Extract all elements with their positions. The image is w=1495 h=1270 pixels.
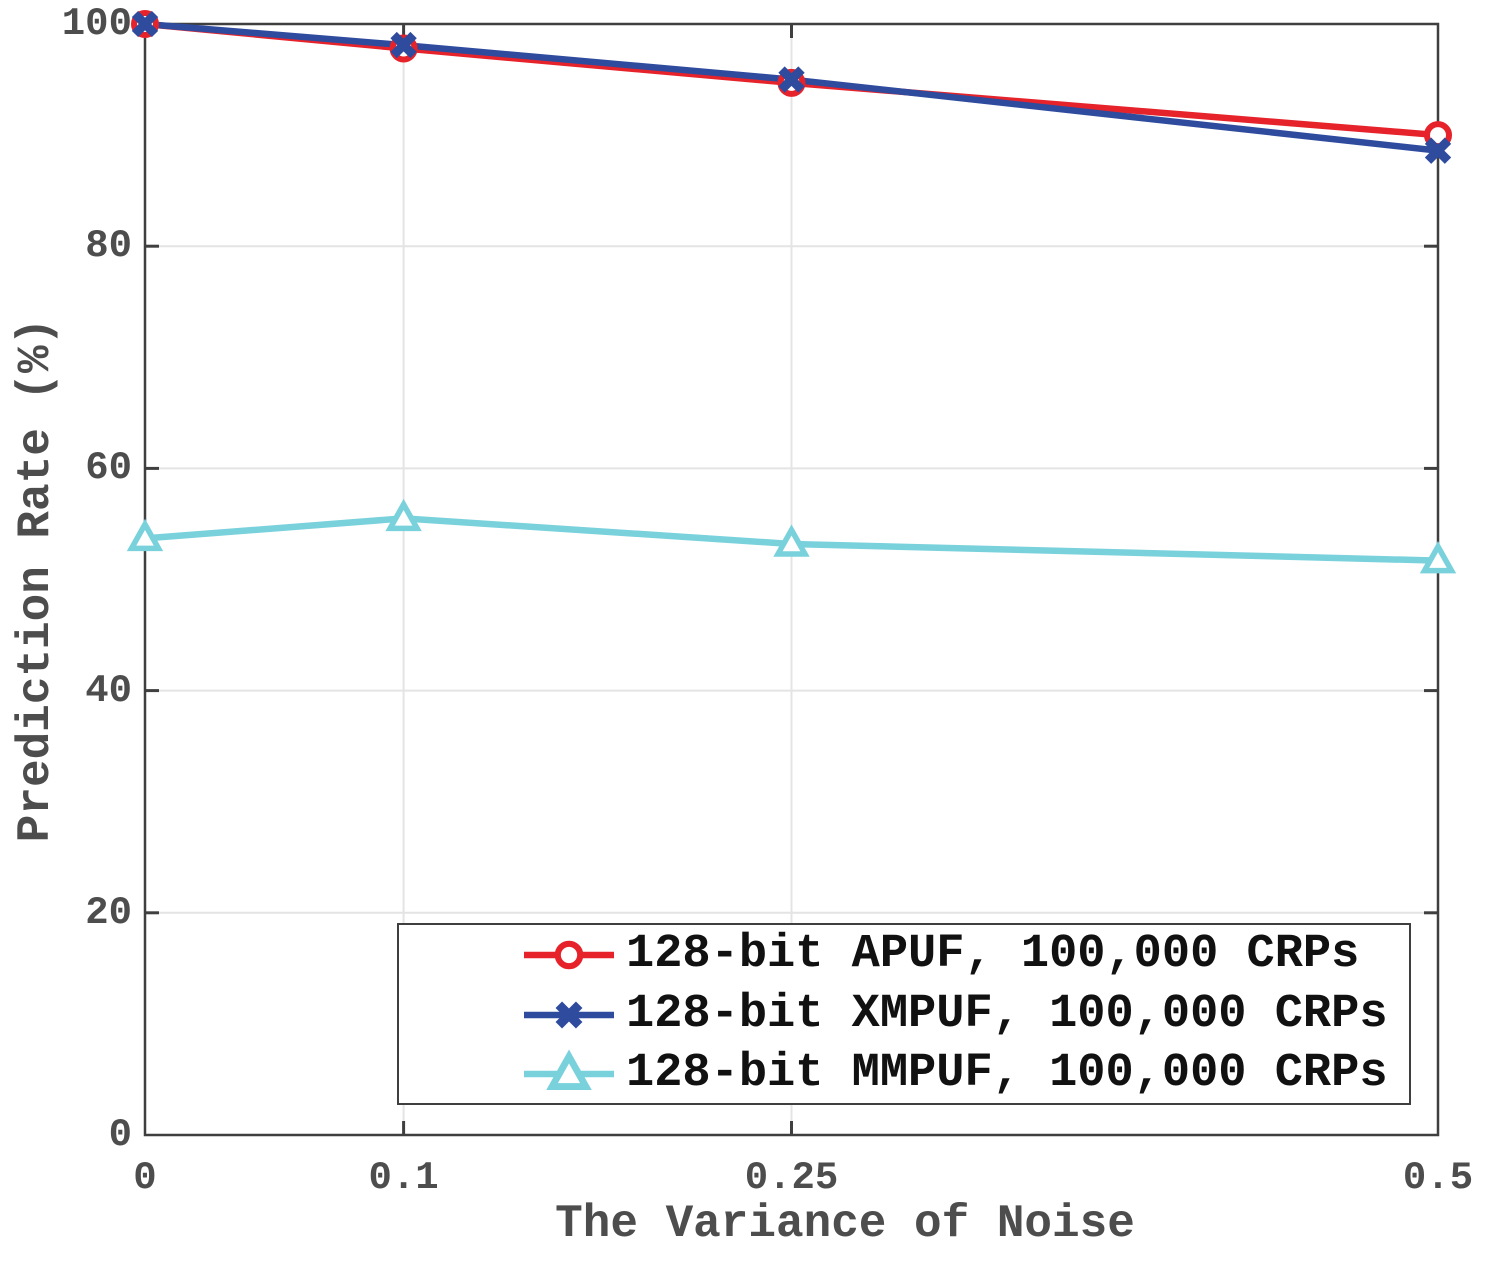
x-tick-label: 0.25 [744,1156,839,1200]
marker-x [778,66,805,93]
marker-x [390,31,417,59]
legend-circle-icon [524,940,614,970]
series-line [144,515,1439,564]
marker-circle [554,940,584,970]
marker-triangle-up [126,518,164,552]
y-tick-label: 100 [61,2,132,46]
marker-triangle-up [546,1049,592,1090]
legend-item: 128-bit XMPUF, 100,000 CRPs [399,985,1409,1044]
legend-item-label: 128-bit XMPUF, 100,000 CRPs [626,987,1388,1041]
legend-item: 128-bit MMPUF, 100,000 CRPs [399,1044,1409,1103]
marker-x [555,1001,583,1028]
marker-triangle-up [773,524,810,557]
y-tick-label: 40 [85,668,132,713]
gridlines [145,24,1438,1135]
series-lines [144,20,1439,564]
marker-triangle-up [385,498,422,532]
legend: 128-bit APUF, 100,000 CRPs 128-bit XMPUF,… [397,923,1411,1105]
y-tick-label: 20 [85,890,132,935]
y-tick-label: 60 [85,446,132,491]
x-tick-label: 0.5 [1402,1156,1474,1200]
legend-item: 128-bit APUF, 100,000 CRPs [399,925,1409,984]
y-tick-label: 80 [85,224,132,269]
y-axis-label: Prediction Rate (%) [10,317,62,843]
series-markers [126,10,1457,574]
legend-item-label: 128-bit APUF, 100,000 CRPs [626,928,1360,982]
series-line [144,20,1439,154]
marker-x [131,10,159,38]
marker-x [1424,137,1452,164]
tick-marks [145,24,1438,1135]
x-axis-label: The Variance of Noise [555,1198,1135,1250]
marker-triangle-up [1419,541,1457,574]
y-tick-label: 0 [108,1113,132,1157]
x-tick-label: 0.1 [368,1156,439,1200]
legend-x-icon [524,1001,614,1028]
legend-item-label: 128-bit MMPUF, 100,000 CRPs [626,1046,1388,1100]
plot-border [143,22,1440,1137]
x-tick-label: 0 [133,1156,157,1200]
legend-triangle-up-icon [524,1049,614,1090]
